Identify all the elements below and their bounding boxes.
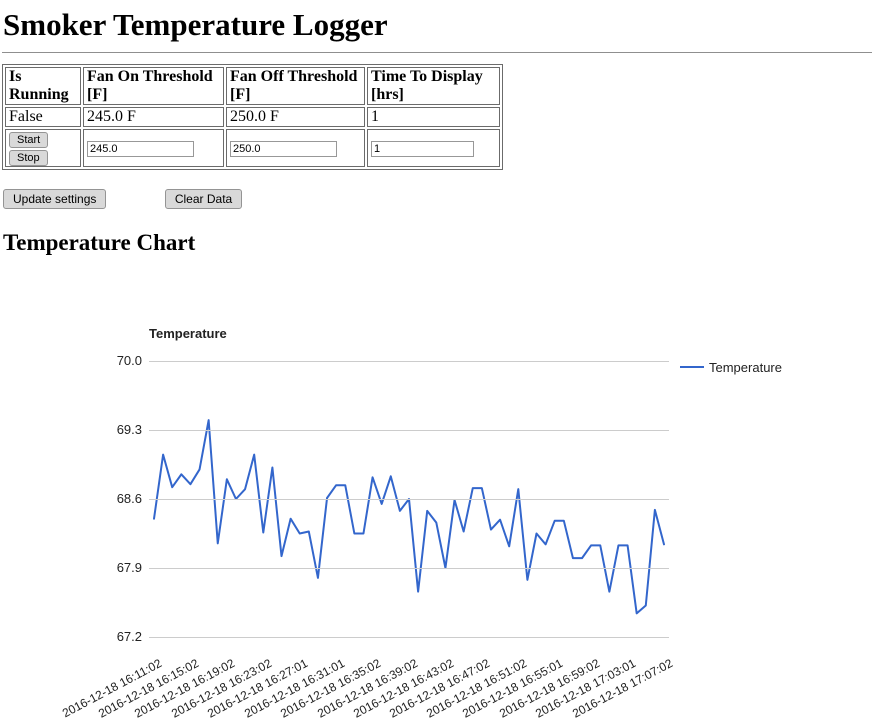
run-controls-cell: Start Stop bbox=[5, 129, 81, 167]
fan-on-input-cell bbox=[83, 129, 224, 167]
page: Smoker Temperature Logger Is Running Fan… bbox=[0, 7, 872, 728]
header-time-to-display: Time To Display [hrs] bbox=[367, 67, 500, 105]
chart-title: Temperature bbox=[149, 326, 227, 341]
time-to-display-value: 1 bbox=[367, 107, 500, 127]
y-axis-label: 68.6 bbox=[116, 491, 142, 506]
divider bbox=[2, 52, 872, 53]
table-input-row: Start Stop bbox=[5, 129, 500, 167]
action-buttons: Update settings Clear Data bbox=[3, 189, 872, 209]
table-header-row: Is Running Fan On Threshold [F] Fan Off … bbox=[5, 67, 500, 105]
fan-off-threshold-input[interactable] bbox=[230, 140, 337, 157]
fan-on-threshold-value: 245.0 F bbox=[83, 107, 224, 127]
stop-button[interactable]: Stop bbox=[9, 150, 48, 166]
temperature-series-line bbox=[153, 419, 665, 615]
y-axis-label: 69.3 bbox=[116, 422, 142, 437]
time-to-display-input[interactable] bbox=[371, 140, 474, 157]
y-axis-label: 67.2 bbox=[116, 629, 142, 644]
header-fan-on-threshold: Fan On Threshold [F] bbox=[83, 67, 224, 105]
gridline bbox=[149, 499, 669, 500]
start-button[interactable]: Start bbox=[9, 132, 49, 148]
settings-table: Is Running Fan On Threshold [F] Fan Off … bbox=[2, 64, 503, 170]
is-running-value: False bbox=[5, 107, 81, 127]
gridline bbox=[149, 361, 669, 362]
fan-off-input-cell bbox=[226, 129, 365, 167]
gridline bbox=[149, 637, 669, 638]
y-axis-label: 70.0 bbox=[116, 353, 142, 368]
update-settings-button[interactable]: Update settings bbox=[3, 189, 107, 209]
gridline bbox=[149, 430, 669, 431]
header-fan-off-threshold: Fan Off Threshold [F] bbox=[226, 67, 365, 105]
chart-heading: Temperature Chart bbox=[3, 230, 196, 255]
page-title: Smoker Temperature Logger bbox=[3, 7, 388, 42]
legend-line-swatch bbox=[680, 366, 704, 368]
fan-on-threshold-input[interactable] bbox=[87, 140, 194, 157]
legend-label: Temperature bbox=[709, 360, 782, 375]
time-to-display-input-cell bbox=[367, 129, 500, 167]
temperature-chart: Temperature Temperature 70.0 69.3 68.6 67.9… bbox=[2, 256, 872, 728]
fan-off-threshold-value: 250.0 F bbox=[226, 107, 365, 127]
header-is-running: Is Running bbox=[5, 67, 81, 105]
table-value-row: False 245.0 F 250.0 F 1 bbox=[5, 107, 500, 127]
y-axis-label: 67.9 bbox=[116, 560, 142, 575]
gridline bbox=[149, 568, 669, 569]
clear-data-button[interactable]: Clear Data bbox=[164, 189, 243, 209]
